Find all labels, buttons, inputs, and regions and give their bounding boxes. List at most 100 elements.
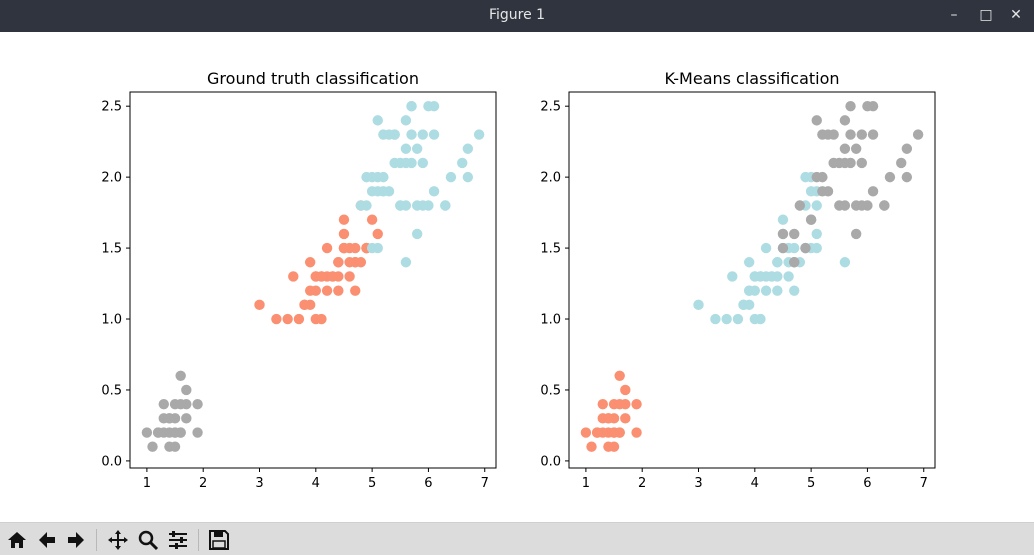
scatter-point xyxy=(164,441,175,452)
scatter-point xyxy=(192,398,203,410)
scatter-point xyxy=(817,171,828,183)
scatter-point xyxy=(378,129,389,140)
scatter-point xyxy=(789,257,800,268)
scatter-point xyxy=(732,313,744,325)
scatter-point xyxy=(580,427,592,438)
scatter-point xyxy=(192,427,203,438)
minimize-icon[interactable]: – xyxy=(950,7,958,23)
scatter-point xyxy=(828,157,839,169)
scatter-point xyxy=(333,271,344,282)
scatter-point xyxy=(378,186,389,197)
maximize-icon[interactable]: □ xyxy=(979,7,993,23)
scatter-point xyxy=(760,242,772,254)
x-tick-label: 4 xyxy=(312,476,320,491)
pan-icon[interactable] xyxy=(105,527,131,553)
home-icon[interactable] xyxy=(4,527,30,553)
scatter-point xyxy=(817,129,828,140)
scatter-point xyxy=(175,398,186,410)
scatter-point xyxy=(169,427,181,438)
scatter-point xyxy=(811,115,822,126)
scatter-point xyxy=(811,228,822,240)
scatter-point xyxy=(175,370,186,381)
scatter-point xyxy=(181,384,192,396)
scatter-point xyxy=(856,157,867,169)
scatter-point xyxy=(603,413,614,424)
scatter-point xyxy=(884,171,896,183)
chart-title: K-Means classification xyxy=(664,69,839,88)
scatter-point xyxy=(152,427,164,438)
scatter-point xyxy=(293,313,305,325)
scatter-point xyxy=(620,413,631,424)
x-tick-label: 6 xyxy=(863,476,871,491)
x-tick-label: 5 xyxy=(807,476,815,491)
scatter-point xyxy=(406,129,417,140)
back-icon[interactable] xyxy=(34,527,60,553)
scatter-point xyxy=(457,157,468,169)
scatter-point xyxy=(912,129,924,140)
scatter-point xyxy=(411,143,423,154)
scatter-point xyxy=(614,370,625,381)
scatter-point xyxy=(721,313,732,325)
scatter-point xyxy=(727,271,738,282)
y-tick-label: 1.5 xyxy=(101,242,122,257)
scatter-point xyxy=(805,214,817,225)
scatter-point xyxy=(338,242,350,254)
scatter-point xyxy=(603,441,614,452)
scatter-point xyxy=(693,299,704,311)
scatter-point xyxy=(856,200,867,211)
y-tick-label: 0.0 xyxy=(101,454,122,469)
x-tick-label: 5 xyxy=(368,476,376,491)
scatter-point xyxy=(631,398,642,410)
forward-icon[interactable] xyxy=(63,527,89,553)
scatter-point xyxy=(141,427,153,438)
close-icon[interactable]: ✕ xyxy=(1010,7,1022,23)
scatter-point xyxy=(395,200,406,211)
scatter-point xyxy=(338,228,350,240)
scatter-point xyxy=(378,171,389,183)
scatter-point xyxy=(164,413,175,424)
scatter-point xyxy=(755,313,766,325)
scatter-point xyxy=(839,257,851,268)
scatter-point xyxy=(428,186,440,197)
chart-title: Ground truth classification xyxy=(207,69,419,88)
scatter-point xyxy=(789,242,800,254)
scatter-point xyxy=(608,427,620,438)
scatter-point xyxy=(372,228,383,240)
scatter-point xyxy=(321,285,333,296)
zoom-icon[interactable] xyxy=(135,527,161,553)
scatter-point xyxy=(896,157,907,169)
scatter-point xyxy=(850,228,862,240)
scatter-point xyxy=(867,129,879,140)
scatter-point xyxy=(473,129,485,140)
scatter-point xyxy=(428,129,440,140)
scatter-point xyxy=(755,271,766,282)
scatter-point xyxy=(760,285,772,296)
scatter-point xyxy=(316,313,327,325)
scatter-point xyxy=(316,271,327,282)
scatter-point xyxy=(839,115,851,126)
x-tick-label: 2 xyxy=(638,476,646,491)
toolbar-separator xyxy=(96,529,97,551)
scatter-point xyxy=(304,285,316,296)
scatter-point xyxy=(867,100,879,112)
y-tick-label: 1.0 xyxy=(540,313,561,328)
scatter-point xyxy=(817,186,828,197)
x-tick-label: 1 xyxy=(143,476,151,491)
scatter-point xyxy=(417,129,428,140)
scatter-point xyxy=(333,257,344,268)
x-tick-label: 1 xyxy=(582,476,590,491)
scatter-point xyxy=(631,427,642,438)
scatter-point xyxy=(772,271,783,282)
scatter-point xyxy=(811,200,822,211)
scatter-point xyxy=(400,143,412,154)
scatter-point xyxy=(743,285,755,296)
configure-subplots-icon[interactable] xyxy=(165,527,191,553)
scatter-point xyxy=(710,313,721,325)
save-icon[interactable] xyxy=(206,527,232,553)
scatter-point xyxy=(372,242,383,254)
scatter-point xyxy=(350,285,361,296)
scatter-point xyxy=(344,257,355,268)
scatter-point xyxy=(271,313,282,325)
scatter-point xyxy=(839,143,851,154)
scatter-point xyxy=(867,186,879,197)
